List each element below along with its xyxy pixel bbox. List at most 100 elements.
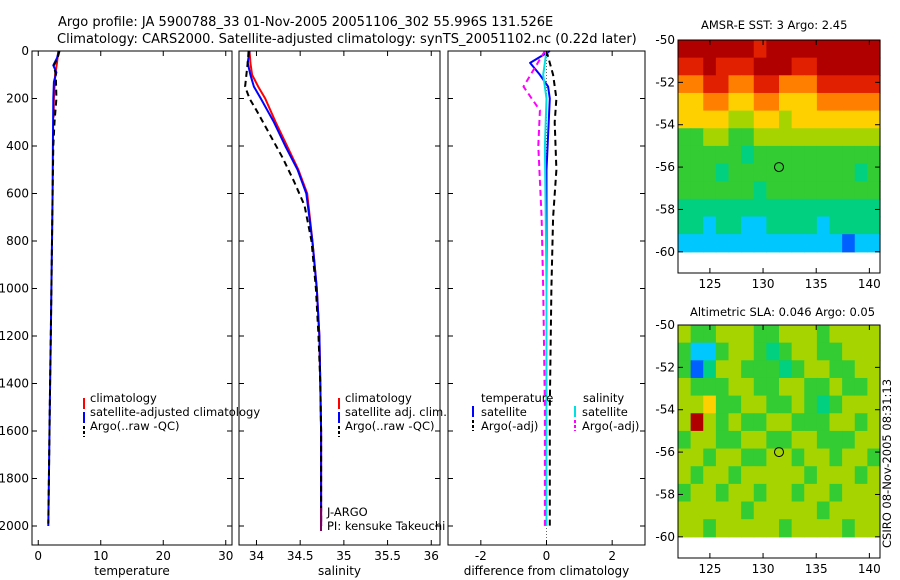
- heatmap-cell: [867, 145, 881, 165]
- legend-label-sal-satellite: satellite: [582, 405, 628, 419]
- y-tick-label: -60: [655, 530, 675, 544]
- heatmap-cell: [867, 75, 881, 94]
- sst-map-chart: 125 130 135 140 -50 -52 -54 -56 -58 -60: [655, 33, 880, 291]
- y-tick-label: 400: [6, 139, 29, 153]
- heatmap-cell: [854, 75, 868, 94]
- y-tick-label: 600: [6, 187, 29, 201]
- heatmap-cell: [703, 377, 717, 397]
- heatmap-cell: [690, 448, 704, 467]
- series-line-salinity-argo-adj: [522, 50, 546, 526]
- x-axis-label: salinity: [318, 564, 361, 578]
- heatmap-cell: [678, 75, 692, 94]
- heatmap-cell: [804, 128, 818, 147]
- x-tick-label: 125: [698, 277, 721, 291]
- heatmap-cell: [842, 57, 856, 76]
- heatmap-cell: [804, 430, 818, 450]
- heatmap-cell: [829, 519, 843, 538]
- heatmap-cell: [728, 57, 742, 76]
- heatmap-cell: [678, 413, 692, 432]
- heatmap-cell: [842, 430, 856, 450]
- y-tick-label: -54: [655, 118, 675, 132]
- heatmap-cell: [804, 501, 818, 520]
- heatmap-cell: [715, 128, 730, 147]
- map-frame: [677, 324, 881, 559]
- heatmap-cell: [842, 501, 856, 520]
- heatmap-cell: [753, 501, 767, 520]
- heatmap-cell: [854, 40, 868, 59]
- heatmap-cell: [779, 342, 793, 361]
- heatmap-cell: [715, 501, 730, 520]
- heatmap-cell: [829, 75, 843, 94]
- heatmap-cell: [829, 110, 843, 129]
- heatmap-cell: [690, 163, 704, 182]
- heatmap-cell: [741, 377, 755, 397]
- heatmap-cell: [690, 181, 704, 200]
- heatmap-cell: [703, 325, 717, 344]
- heatmap-cell: [741, 110, 755, 129]
- heatmap-cell: [867, 181, 881, 200]
- x-tick-label: 135: [805, 277, 828, 291]
- heatmap-cell: [766, 198, 780, 218]
- heatmap-cell: [678, 198, 692, 218]
- heatmap-cell: [715, 342, 730, 361]
- y-tick-label: -50: [655, 318, 675, 332]
- heatmap-cell: [753, 75, 767, 94]
- heatmap-cell: [791, 360, 805, 379]
- heatmap-cell: [842, 483, 856, 503]
- heatmap-cell: [804, 234, 818, 253]
- heatmap-cell: [728, 360, 742, 379]
- legend-header-temperature: temperature: [481, 391, 553, 405]
- legend-label-temp-argo: Argo(-adj): [481, 419, 538, 433]
- heatmap-cell: [816, 110, 831, 129]
- heatmap-cell: [867, 395, 881, 414]
- csiro-timestamp-label: CSIRO 08-Nov-2005 08:31:13: [880, 379, 894, 548]
- heatmap-cell: [816, 413, 831, 432]
- heatmap-cell: [766, 57, 780, 76]
- heatmap-cell: [690, 216, 704, 235]
- heatmap-cell: [728, 75, 742, 94]
- heatmap-cell: [678, 181, 692, 200]
- heatmap-cell: [741, 128, 755, 147]
- heatmap-cell: [854, 325, 868, 344]
- heatmap-cell: [779, 430, 793, 450]
- heatmap-cell: [753, 360, 767, 379]
- heatmap-cell: [842, 360, 856, 379]
- heatmap-cell: [791, 216, 805, 235]
- heatmap-cell: [741, 395, 755, 414]
- heatmap-cell: [804, 325, 818, 344]
- heatmap-cell: [791, 92, 805, 112]
- heatmap-cell: [715, 234, 730, 253]
- heatmap-cell: [703, 181, 717, 200]
- heatmap-cell: [816, 360, 831, 379]
- heatmap-cell: [766, 181, 780, 200]
- heatmap-cell: [766, 163, 780, 182]
- heatmap-cell: [728, 448, 742, 467]
- x-axis-label: temperature: [94, 564, 169, 578]
- heatmap-cell: [804, 466, 818, 485]
- x-tick-label: 36: [424, 549, 439, 563]
- heatmap-cell: [766, 40, 780, 59]
- heatmap-cell: [816, 519, 831, 538]
- heatmap-cell: [829, 234, 843, 253]
- heatmap-cell: [741, 163, 755, 182]
- heatmap-cell: [728, 466, 742, 485]
- heatmap-cell: [867, 448, 881, 467]
- heatmap-cell: [766, 110, 780, 129]
- heatmap-cell: [703, 360, 717, 379]
- heatmap-cell: [867, 325, 881, 344]
- heatmap-cell: [854, 413, 868, 432]
- heatmap-cell: [867, 57, 881, 76]
- y-tick-label: -60: [655, 245, 675, 259]
- heatmap-cell: [690, 377, 704, 397]
- heatmap-cell: [867, 40, 881, 59]
- heatmap-cell: [753, 395, 767, 414]
- heatmap-cell: [842, 128, 856, 147]
- heatmap-cell: [753, 40, 767, 59]
- heatmap-cell: [703, 342, 717, 361]
- heatmap-cell: [791, 163, 805, 182]
- legend-label-satellite: satellite adj. clim.: [345, 405, 447, 419]
- heatmap-cell: [690, 110, 704, 129]
- heatmap-cell: [715, 430, 730, 450]
- heatmap-cell: [715, 163, 730, 182]
